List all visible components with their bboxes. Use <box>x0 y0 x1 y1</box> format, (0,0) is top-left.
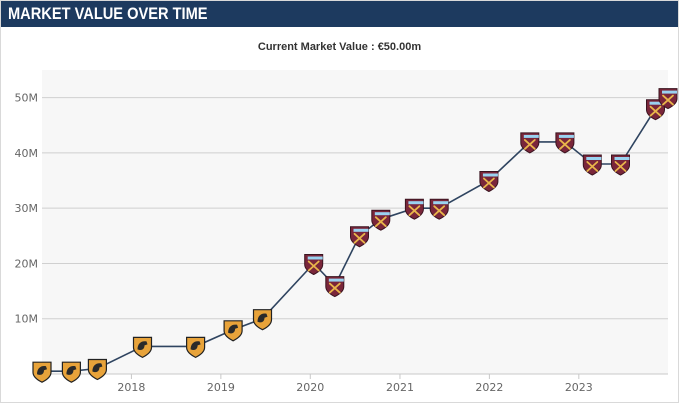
data-points <box>32 88 678 383</box>
castle-band-icon <box>482 173 498 177</box>
tiger-head-icon <box>190 341 201 351</box>
club-crest-point-late[interactable] <box>646 99 665 121</box>
crossed-hammers-icon <box>408 205 421 217</box>
crossed-hammers-icon <box>482 177 495 189</box>
club-crest-point-late[interactable] <box>350 226 369 248</box>
tiger-head-icon <box>137 341 148 351</box>
y-tick-label: 40M <box>15 147 39 160</box>
x-tick-label: 2018 <box>117 381 145 394</box>
y-tick-label: 20M <box>15 257 39 270</box>
tiger-head-icon <box>257 313 268 323</box>
club-crest-point-late[interactable] <box>325 276 345 298</box>
x-tick-label: 2021 <box>386 381 414 394</box>
club-crest-point-late[interactable] <box>404 198 424 220</box>
club-crest-point-early[interactable] <box>223 320 243 342</box>
x-axis: 2018 2019 2020 2021 2022 2023 <box>117 374 593 394</box>
crossed-hammers-icon <box>649 105 662 117</box>
castle-band-icon <box>328 278 344 282</box>
club-crest-point-early[interactable] <box>32 361 52 383</box>
crossed-hammers-icon <box>328 282 341 294</box>
x-tick-label: 2020 <box>296 381 324 394</box>
crossed-hammers-icon <box>559 138 571 150</box>
crossed-hammers-icon <box>374 216 387 228</box>
castle-band-icon <box>614 157 630 160</box>
y-axis: 10M 20M 30M 40M 50M <box>15 92 39 326</box>
club-crest-point-late[interactable] <box>611 154 630 176</box>
castle-band-icon <box>523 134 539 138</box>
club-crest-point-late[interactable] <box>479 171 499 193</box>
club-crest-point-early[interactable] <box>252 309 273 331</box>
x-tick-label: 2022 <box>475 381 503 394</box>
club-crest-point-late[interactable] <box>371 209 391 231</box>
club-crest-point-early[interactable] <box>87 358 108 381</box>
castle-band-icon <box>662 90 677 94</box>
panel-title: MARKET VALUE OVER TIME <box>8 4 208 23</box>
club-crest-point-early[interactable] <box>186 336 206 359</box>
club-crest-point-early[interactable] <box>132 336 153 359</box>
crossed-hammers-icon <box>353 232 366 244</box>
tiger-head-icon <box>66 366 77 375</box>
tiger-head-icon <box>228 324 239 334</box>
crossed-hammers-icon <box>307 260 320 272</box>
club-crest-point-late[interactable] <box>555 132 575 154</box>
y-tick-label: 10M <box>15 313 39 326</box>
crossed-hammers-icon <box>523 138 536 150</box>
panel-header: MARKET VALUE OVER TIME <box>1 1 678 27</box>
club-crest-point-early[interactable] <box>61 361 82 383</box>
castle-band-icon <box>433 201 449 205</box>
y-tick-label: 50M <box>15 92 39 105</box>
x-tick-label: 2023 <box>565 381 593 394</box>
castle-band-icon <box>353 228 369 232</box>
current-market-value: Current Market Value : €50.00m <box>257 41 422 53</box>
tiger-head-icon <box>92 363 103 373</box>
club-crest-point-late[interactable] <box>304 254 324 276</box>
gridlines <box>42 97 668 375</box>
castle-band-icon <box>558 134 574 138</box>
crossed-hammers-icon <box>586 161 599 172</box>
crossed-hammers-icon <box>433 205 446 217</box>
castle-band-icon <box>374 212 390 216</box>
castle-band-icon <box>307 256 323 260</box>
plot-area <box>42 70 668 374</box>
y-tick-label: 30M <box>15 202 39 215</box>
castle-band-icon <box>408 201 424 205</box>
club-crest-point-late[interactable] <box>520 132 540 154</box>
x-tick-label: 2019 <box>207 381 235 394</box>
club-crest-point-late[interactable] <box>658 88 678 110</box>
tiger-head-icon <box>37 366 47 375</box>
crossed-hammers-icon <box>614 161 627 172</box>
club-crest-point-late[interactable] <box>582 154 602 176</box>
castle-band-icon <box>586 157 602 160</box>
club-crest-point-late[interactable] <box>429 198 449 220</box>
crossed-hammers-icon <box>662 94 674 106</box>
